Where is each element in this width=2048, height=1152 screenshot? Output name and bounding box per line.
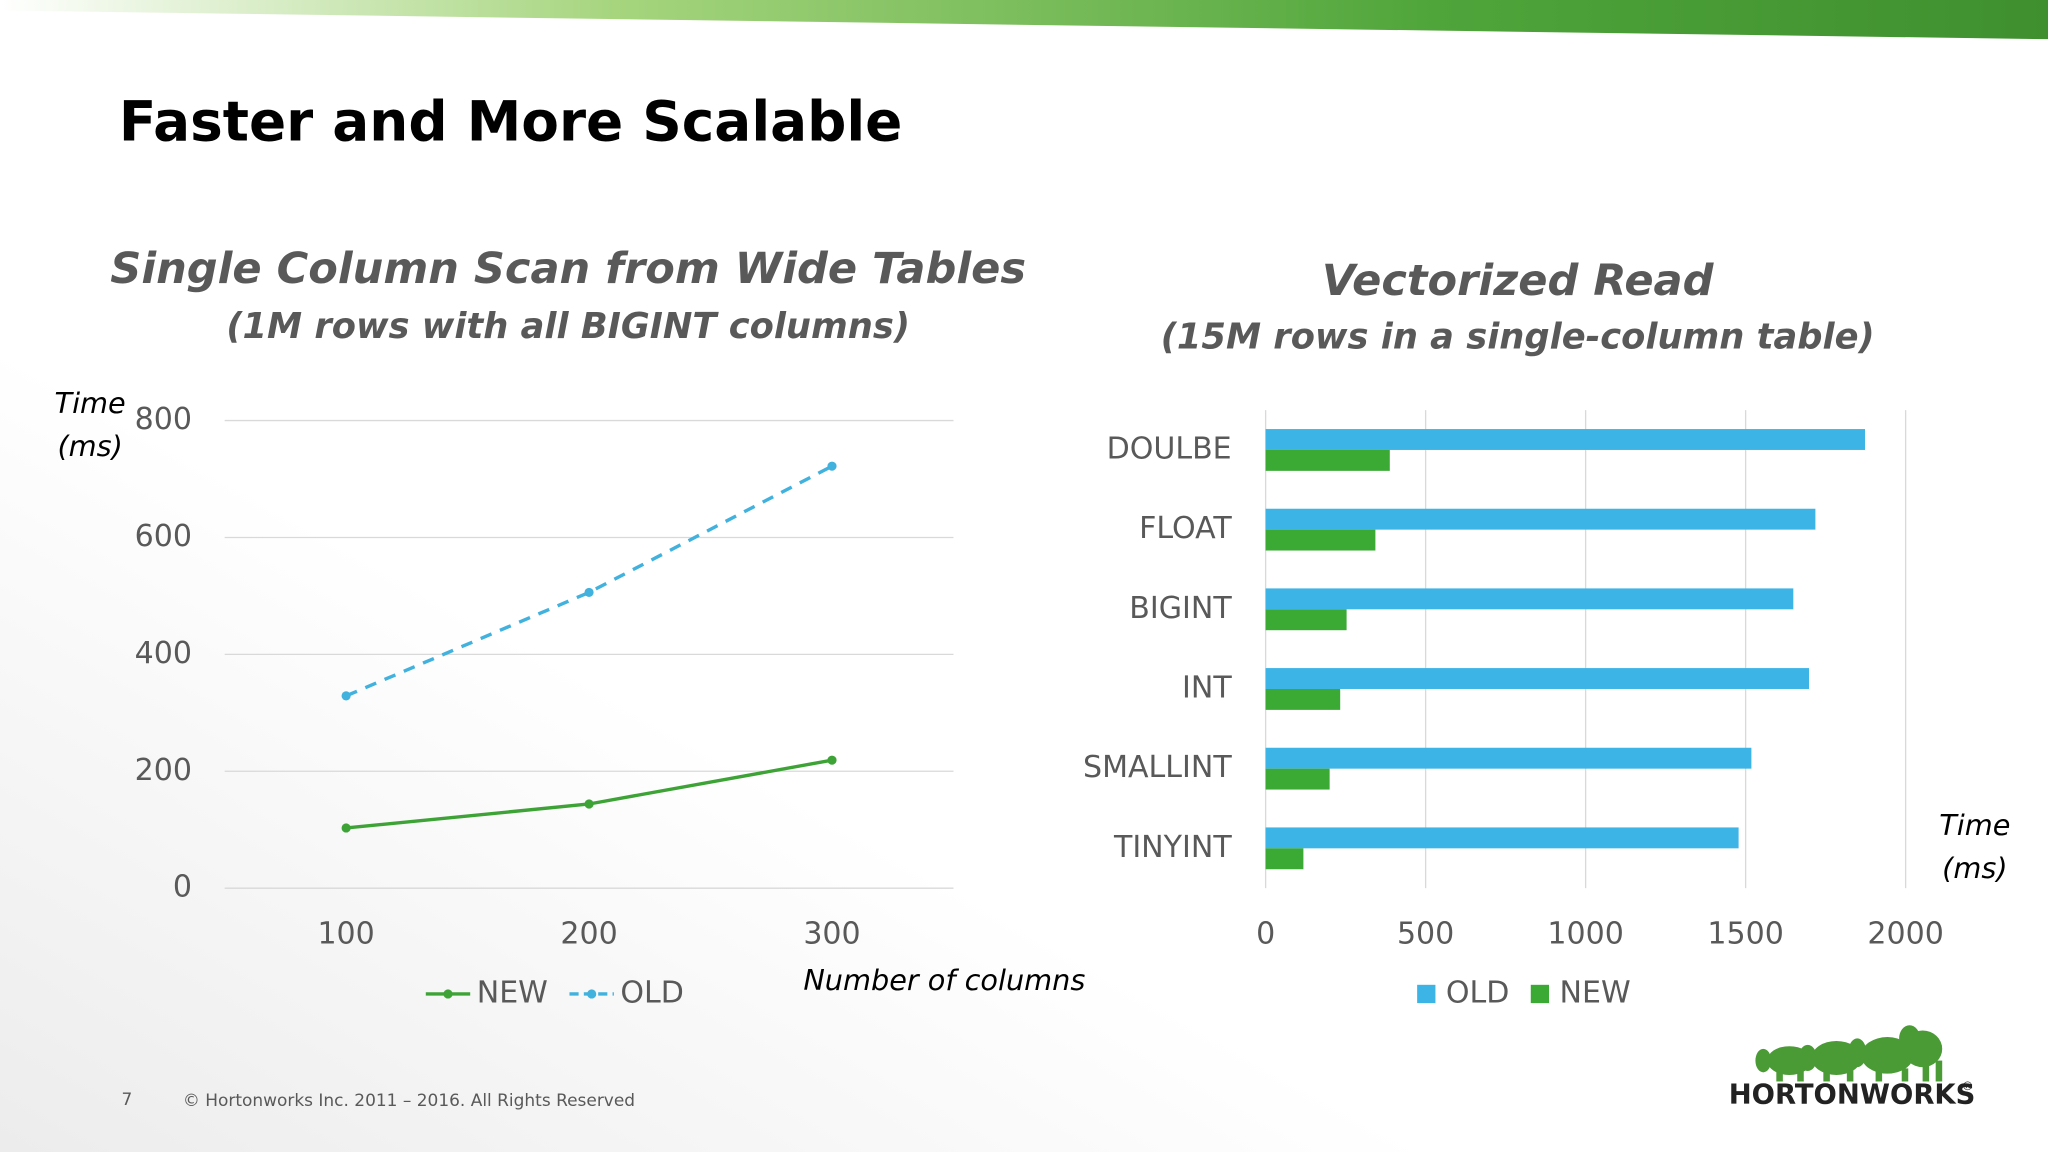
y-tick-label: 600: [135, 519, 192, 554]
y-tick-label: 800: [135, 402, 192, 437]
y-tick-label: 400: [135, 636, 192, 671]
point: [584, 587, 594, 597]
y-tick-label: 0: [173, 870, 192, 905]
page-number: 7: [121, 1090, 132, 1110]
bar: [1265, 827, 1739, 849]
copyright: © Hortonworks Inc. 2011 – 2016. All Righ…: [183, 1091, 635, 1111]
legend-swatch: [1417, 984, 1436, 1004]
y-tick-label: FLOAT: [1139, 511, 1232, 546]
legend-label: NEW: [1560, 975, 1631, 1010]
chart-title: Single Column Scan from Wide Tables: [110, 244, 1026, 294]
chart-subtitle: (1M rows with all BIGINT columns): [226, 306, 910, 347]
legend-swatch: [587, 989, 597, 999]
x-tick-label: 100: [317, 917, 374, 952]
logo-mark: ®: [1962, 1079, 1974, 1093]
bar: [1265, 508, 1816, 530]
y-tick-label: SMALLINT: [1083, 750, 1232, 785]
y-tick-label: TINYINT: [1113, 830, 1232, 865]
x-tick-label: 300: [803, 917, 860, 952]
x-axis-label: Number of columns: [803, 963, 1085, 997]
chart-subtitle: (15M rows in a single-column table): [1161, 316, 1875, 357]
legend-label: NEW: [477, 975, 548, 1010]
point: [341, 691, 351, 701]
series-line: [345, 464, 833, 698]
logo-text: HORTONWORKS: [1729, 1079, 1976, 1110]
bar: [1265, 848, 1304, 870]
bar: [1265, 768, 1330, 790]
slide-title: Faster and More Scalable: [119, 90, 903, 154]
logo-elephants: [1755, 1025, 1943, 1082]
bar: [1265, 588, 1794, 610]
x-tick-label: 500: [1397, 917, 1454, 952]
bar: [1265, 609, 1347, 631]
legend-swatch: [443, 989, 453, 999]
chart-title: Vectorized Read: [1322, 256, 1715, 306]
bar: [1265, 688, 1341, 710]
x-axis-label: (ms): [1942, 851, 2007, 885]
x-axis-label: Time: [1939, 808, 2010, 842]
x-tick-label: 200: [560, 917, 617, 952]
bar: [1265, 529, 1376, 551]
point: [827, 755, 837, 765]
x-tick-label: 1500: [1707, 917, 1783, 952]
legend-label: OLD: [1446, 975, 1510, 1010]
bar: [1265, 747, 1752, 769]
y-tick-label: 200: [135, 753, 192, 788]
y-tick-label: INT: [1182, 670, 1232, 705]
x-tick-label: 2000: [1867, 917, 1943, 952]
bar: [1265, 449, 1390, 471]
point: [584, 799, 594, 809]
top-band: [0, 0, 2048, 40]
y-axis-label: Time: [55, 386, 126, 420]
bar: [1265, 668, 1809, 689]
legend-swatch: [1530, 984, 1550, 1004]
x-tick-label: 1000: [1547, 917, 1623, 952]
x-tick-label: 0: [1256, 917, 1275, 952]
y-tick-label: DOULBE: [1107, 431, 1232, 466]
bar: [1265, 429, 1865, 450]
y-tick-label: BIGINT: [1129, 591, 1232, 626]
legend-label: OLD: [620, 975, 684, 1010]
point: [341, 823, 351, 833]
point: [827, 461, 837, 471]
y-axis-label: (ms): [57, 429, 122, 463]
